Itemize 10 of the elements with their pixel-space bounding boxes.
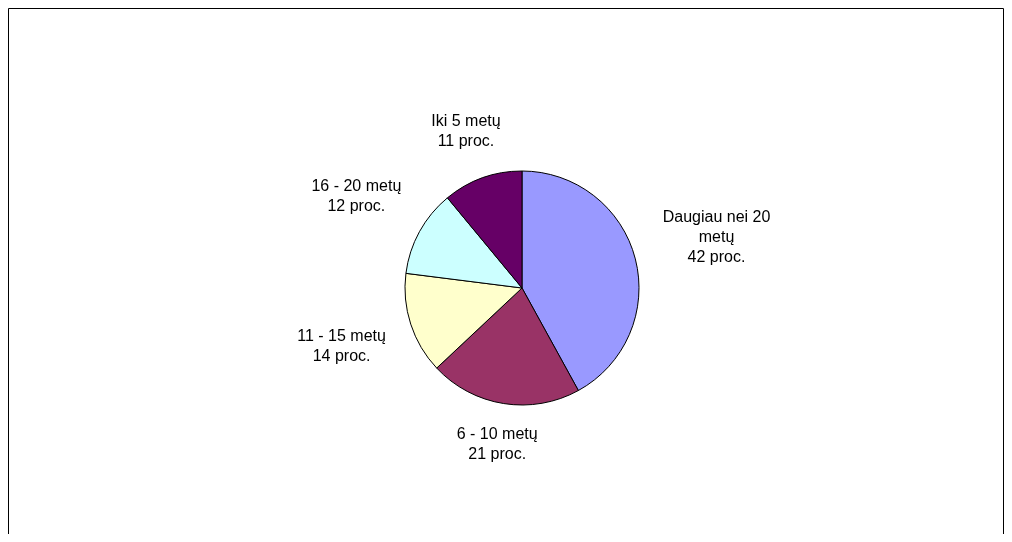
slice-label: 6 - 10 metų: [456, 424, 538, 442]
slice-label: Iki 5 metų: [431, 112, 501, 130]
data-label: 11 proc.: [437, 132, 495, 150]
data-label: 14 proc.: [312, 346, 371, 364]
data-label: 21 proc.: [468, 444, 527, 462]
data-label: 42 proc.: [687, 248, 746, 266]
slice-label: Daugiau nei 20 metų: [662, 208, 771, 246]
slice-label: 16 - 20 metų: [311, 176, 402, 194]
data-label: 12 proc.: [327, 196, 386, 214]
slice-label: 11 - 15 metų: [297, 326, 387, 344]
